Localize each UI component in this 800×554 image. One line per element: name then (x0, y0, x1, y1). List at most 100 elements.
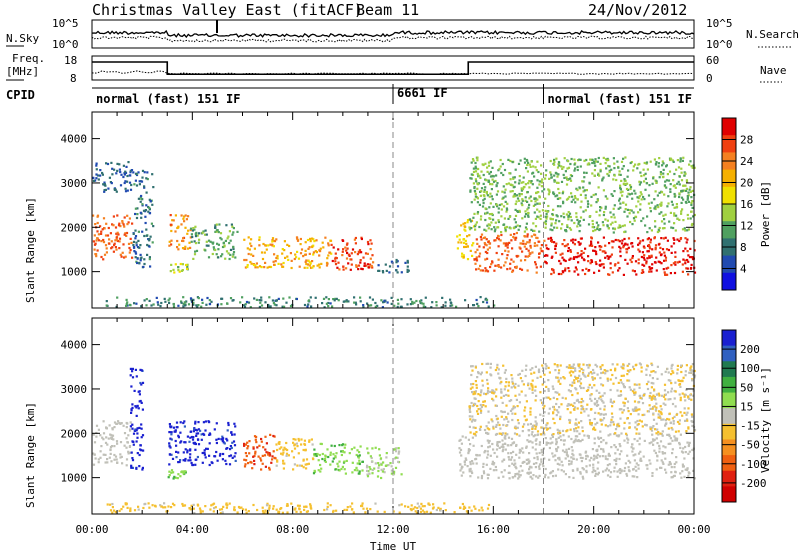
power-layer-cell-12 (491, 178, 494, 181)
vel-layer-cell-8 (557, 468, 560, 471)
power-layer-cell-7 (349, 268, 352, 271)
power-layer-cell-6 (306, 238, 310, 242)
vel-layer-cell-9 (575, 388, 578, 391)
vel-layer-cell-9 (664, 419, 668, 422)
vel-layer-cell-9 (684, 370, 687, 373)
vel-layer-cell-8 (565, 448, 568, 451)
vel-layer-cell-9 (516, 426, 519, 429)
power-layer-cell-12 (490, 195, 493, 198)
power-layer-cell-11 (594, 250, 598, 253)
vel-layer-cell-8 (528, 452, 531, 455)
vel-layer-cell-9 (539, 391, 542, 394)
power-layer-cell-13 (303, 303, 307, 307)
vel-layer-cell-5 (276, 459, 279, 462)
power-layer-cell-6 (320, 262, 323, 265)
vel-layer-cell-6 (316, 452, 319, 456)
vel-layer-cell-9 (656, 377, 659, 380)
vel-layer-cell-9 (507, 394, 510, 397)
power-layer-cell-12 (593, 174, 596, 177)
vel-layer-cell-2 (202, 432, 205, 435)
vel-layer-cell-8 (460, 454, 463, 457)
power-layer-cell-13 (464, 299, 467, 302)
power-layer-cell-12 (631, 223, 634, 226)
vel-layer-cell-9 (632, 368, 636, 371)
vel-layer-cell-10 (362, 507, 365, 510)
vel-layer-cell-0 (104, 453, 107, 456)
power-layer-cell-12 (670, 200, 673, 203)
vel-layer-cell-9 (683, 411, 686, 414)
power-layer-cell-2 (141, 176, 144, 179)
vel-layer-cell-8 (535, 452, 538, 455)
vel-layer-cell-9 (546, 427, 550, 430)
power-layer-cell-12 (528, 197, 531, 200)
vel-layer-cell-9 (675, 413, 678, 416)
power-layer-cell-12 (524, 199, 527, 202)
vel-layer-cell-4 (253, 463, 256, 466)
vel-layer-cell-2 (231, 456, 234, 459)
vel-layer-cell-9 (468, 425, 471, 428)
vel-layer-cell-8 (459, 469, 462, 472)
power-layer-cell-6 (293, 257, 296, 261)
power-layer-cell-12 (566, 167, 569, 170)
power-layer-cell-11 (648, 270, 651, 273)
vel-layer-cell-9 (633, 393, 636, 396)
vel-layer-cell-8 (586, 434, 589, 437)
power-layer-cell-12 (575, 212, 578, 215)
vel-layer-cell-10 (221, 511, 224, 514)
power-layer-cell-12 (611, 221, 614, 224)
vel-layer-cell-9 (612, 400, 616, 403)
power-layer-cell-11 (635, 273, 638, 276)
power-layer-cell-0 (123, 216, 126, 219)
vel-layer-cell-2 (170, 438, 173, 441)
power-layer-cell-12 (593, 162, 596, 165)
vel-layer-cell-8 (506, 444, 509, 447)
vel-layer-cell-0 (129, 451, 132, 454)
vel-layer-cell-4 (268, 466, 271, 469)
freq-label-2: [MHz] (6, 65, 39, 78)
vel-layer-cell-4 (256, 446, 259, 449)
power-layer-cell-12 (538, 210, 541, 213)
vel-layer-cell-1 (138, 453, 141, 457)
vel-layer-cell-8 (587, 435, 590, 438)
power-layer-cell-12 (579, 206, 582, 209)
vel-layer-cell-2 (177, 434, 180, 437)
vel-layer-cell-8 (682, 447, 685, 450)
power-layer-cell-11 (564, 267, 567, 270)
power-layer-cell-9 (463, 245, 466, 249)
power-layer-cell-12 (640, 193, 643, 196)
vel-layer-cell-9 (496, 363, 499, 366)
vel-layer-cell-0 (106, 443, 109, 446)
vel-layer-cell-9 (614, 367, 617, 370)
power-layer-cell-7 (359, 261, 362, 264)
power-layer-cell-13 (192, 303, 195, 306)
power-layer-cell-12 (486, 166, 489, 169)
power-layer-cell-1 (120, 173, 123, 176)
vel-layer-cell-2 (223, 442, 226, 445)
vel-layer-cell-9 (514, 386, 517, 389)
vel-cbar-swatch-6 (722, 423, 736, 440)
power-layer-cell-13 (430, 306, 433, 309)
power-layer-cell-10 (494, 239, 497, 242)
power-layer-cell-12 (502, 173, 505, 177)
vel-layer-cell-7 (380, 463, 383, 466)
vel-layer-cell-6 (338, 444, 341, 447)
vel-layer-cell-9 (671, 428, 674, 431)
power-layer-cell-13 (406, 303, 409, 306)
power-layer-cell-12 (553, 226, 556, 229)
power-layer-cell-10 (528, 239, 531, 242)
power-layer-cell-13 (306, 305, 309, 308)
vel-layer-cell-8 (653, 438, 656, 441)
vel-layer-cell-8 (616, 448, 619, 451)
vel-layer-cell-10 (329, 504, 332, 507)
vel-layer-cell-9 (664, 403, 667, 406)
vel-layer-cell-5 (280, 452, 283, 455)
power-layer-cell-5 (191, 229, 194, 232)
power-layer-cell-13 (309, 296, 312, 299)
vel-layer-cell-8 (482, 470, 485, 473)
power-layer-cell-12 (587, 223, 591, 226)
power-layer-cell-12 (686, 197, 689, 200)
vel-layer-cell-8 (584, 450, 588, 453)
power-layer-cell-10 (525, 247, 528, 250)
power-layer-cell-10 (482, 246, 485, 249)
y-tick-label-0: 1000 (61, 266, 88, 279)
